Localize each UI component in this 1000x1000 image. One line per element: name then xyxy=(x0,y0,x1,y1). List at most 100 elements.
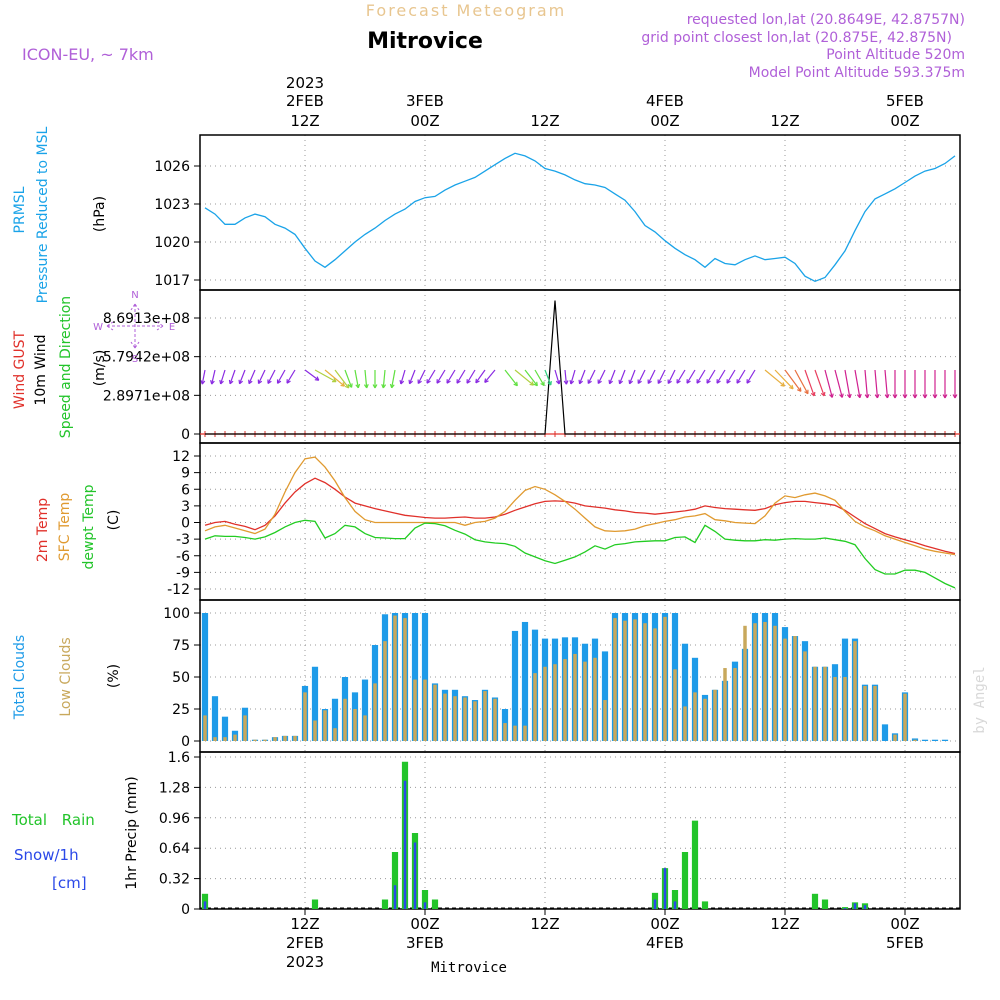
low-cloud-bar xyxy=(613,618,617,741)
wind-direction-arrow xyxy=(211,369,216,385)
low-cloud-bar xyxy=(843,677,847,741)
wind-direction-arrow xyxy=(248,369,256,384)
top-time-label-hour: 12Z xyxy=(530,112,559,130)
wind-arrow-head xyxy=(276,379,282,384)
wind-arrow-head xyxy=(667,379,672,384)
wind-direction-arrow xyxy=(774,369,794,390)
low-cloud-bar xyxy=(343,698,347,741)
wind-direction-arrow xyxy=(426,369,436,384)
wind-direction-arrow xyxy=(354,369,359,388)
total-cloud-bar xyxy=(601,651,609,741)
temp-2m-label: 2m Temp xyxy=(35,498,51,562)
ms-unit-label: (m/s) xyxy=(92,350,108,387)
wind-arrow-head xyxy=(820,391,826,397)
model-altitude: Model Point Altitude 593.375m xyxy=(749,65,965,81)
wind-arrow-head xyxy=(363,384,369,389)
snow-bar xyxy=(393,885,397,909)
wind-arrow-head xyxy=(286,379,291,384)
bottom-time-label-day: 3FEB xyxy=(406,934,444,952)
top-time-label-year: 2023 xyxy=(286,74,324,92)
rain-bar xyxy=(391,852,399,909)
wind-arrow-head xyxy=(736,379,741,384)
low-cloud-bar xyxy=(313,720,317,741)
wind-arrow-head xyxy=(257,379,263,385)
temp-dewpt-label: dewpt Temp xyxy=(81,484,97,569)
snow-bar xyxy=(203,901,207,909)
rain-bar xyxy=(691,820,699,909)
low-cloud-bar xyxy=(543,666,547,741)
rain-bar xyxy=(381,899,389,909)
panel-frames xyxy=(199,134,961,910)
wind-arrow-head xyxy=(637,379,642,384)
wind-direction-arrow xyxy=(874,369,879,398)
wind-direction-arrow xyxy=(484,369,496,383)
total-cloud-bar xyxy=(681,643,689,741)
wind-arrow-head xyxy=(608,379,614,385)
total-cloud-bar xyxy=(521,621,529,741)
wind-arrow-head xyxy=(399,379,405,385)
wind-direction-arrow xyxy=(736,369,746,384)
wind-arrow-head xyxy=(884,394,890,399)
wind-arrow-head xyxy=(952,394,958,399)
low-cloud-bar xyxy=(223,737,227,741)
total-cloud-bar xyxy=(361,679,369,741)
compass-rose: N E S W xyxy=(93,290,175,365)
low-cloud-bar xyxy=(743,625,747,741)
snow-bar xyxy=(413,842,417,909)
wind-arrow-head xyxy=(804,389,809,395)
low-cloud-bar xyxy=(453,696,457,741)
y-tick-label: 0.96 xyxy=(159,811,190,827)
low-cloud-bar xyxy=(483,691,487,741)
wind-direction-arrow xyxy=(746,369,756,384)
low-cloud-bar xyxy=(693,692,697,741)
wind-arrow-head xyxy=(475,378,480,384)
wind-direction-arrow xyxy=(324,369,345,387)
wind-arrow-head xyxy=(344,383,350,389)
wind-direction-arrow xyxy=(824,369,833,398)
wind-arrow-head xyxy=(381,384,387,389)
snow-bar xyxy=(673,901,677,909)
total-cloud-bar xyxy=(511,630,519,741)
low-cloud-bar xyxy=(893,734,897,741)
snow-bar xyxy=(423,902,427,909)
wind-arrow-head xyxy=(696,379,701,384)
percent-unit-label: (%) xyxy=(106,664,122,688)
low-cloud-bar xyxy=(623,620,627,741)
model-label: ICON-EU, ~ 7km xyxy=(22,45,154,64)
wind-direction-arrow xyxy=(267,369,276,384)
wind-direction-arrow xyxy=(570,369,576,385)
total-cloud-bar xyxy=(411,613,419,741)
y-tick-label: 75 xyxy=(172,638,190,654)
wind-arrow-head xyxy=(219,379,224,385)
wind-direction-arrow xyxy=(229,369,236,385)
low-cloud-bar xyxy=(273,737,277,741)
wind-direction-arrow xyxy=(794,369,809,395)
snow-label: Snow/1h xyxy=(14,846,79,864)
bottom-time-label-hour: 00Z xyxy=(890,915,919,933)
low-cloud-bar xyxy=(243,715,247,741)
wind-arrow-head xyxy=(726,379,731,384)
rain-bar xyxy=(701,901,709,909)
wind-direction-arrow xyxy=(286,369,296,384)
wind-arrow-head xyxy=(355,383,361,389)
low-cloud-bar xyxy=(873,685,877,741)
low-cloud-bar xyxy=(773,625,777,741)
wind-labels: Wind GUST 10m Wind Speed and Direction (… xyxy=(12,296,108,438)
wind-direction-arrow xyxy=(220,369,226,385)
low-cloud-bar xyxy=(503,723,507,741)
low-cloud-bar xyxy=(553,664,557,741)
y-tick-label: 25 xyxy=(172,702,190,718)
wind-arrow-head xyxy=(529,381,535,386)
y-tick-label: 1.6 xyxy=(168,750,190,766)
wind-direction-arrow xyxy=(804,369,815,397)
precip-unit-label: 1hr Precip (mm) xyxy=(124,776,140,889)
wind-direction-arrow xyxy=(637,369,646,384)
low-cloud-bar xyxy=(373,683,377,741)
wind-arrow-head xyxy=(436,379,441,384)
temp-line-dewpt-temp xyxy=(204,519,956,589)
compass-cross-icon xyxy=(106,303,164,349)
wind-direction-arrow xyxy=(409,369,416,384)
wind-arrow-head xyxy=(446,379,451,384)
wind-direction-arrow xyxy=(726,369,736,384)
wind-arrow-head xyxy=(657,379,662,384)
